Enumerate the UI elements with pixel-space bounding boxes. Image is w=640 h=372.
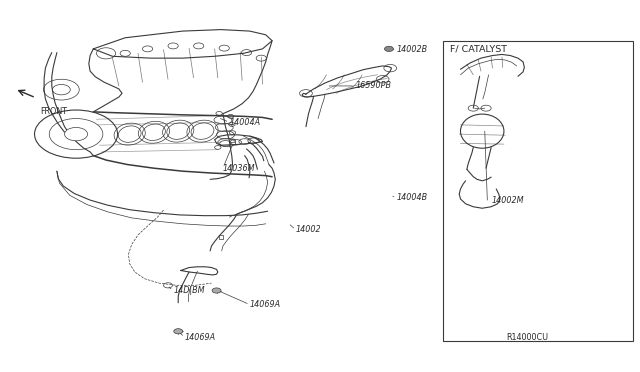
Circle shape — [65, 128, 88, 141]
Circle shape — [385, 46, 394, 51]
Circle shape — [173, 329, 182, 334]
Text: 16590PB: 16590PB — [355, 81, 391, 90]
Text: 14069A: 14069A — [250, 300, 281, 309]
Text: 14D|BM: 14D|BM — [173, 286, 205, 295]
Circle shape — [212, 288, 221, 293]
Text: 14004B: 14004B — [397, 193, 428, 202]
Text: 14002: 14002 — [296, 225, 321, 234]
Text: R14000CU: R14000CU — [506, 333, 548, 342]
Text: 14069A: 14069A — [184, 333, 216, 342]
Bar — [443, 41, 633, 341]
Text: 14036M: 14036M — [223, 164, 255, 173]
Text: 14002B: 14002B — [397, 45, 428, 54]
Text: F/ CATALYST: F/ CATALYST — [450, 44, 507, 53]
Text: FRONT: FRONT — [40, 108, 67, 116]
Text: 14004A: 14004A — [229, 118, 260, 127]
Text: 14002M: 14002M — [491, 196, 524, 205]
